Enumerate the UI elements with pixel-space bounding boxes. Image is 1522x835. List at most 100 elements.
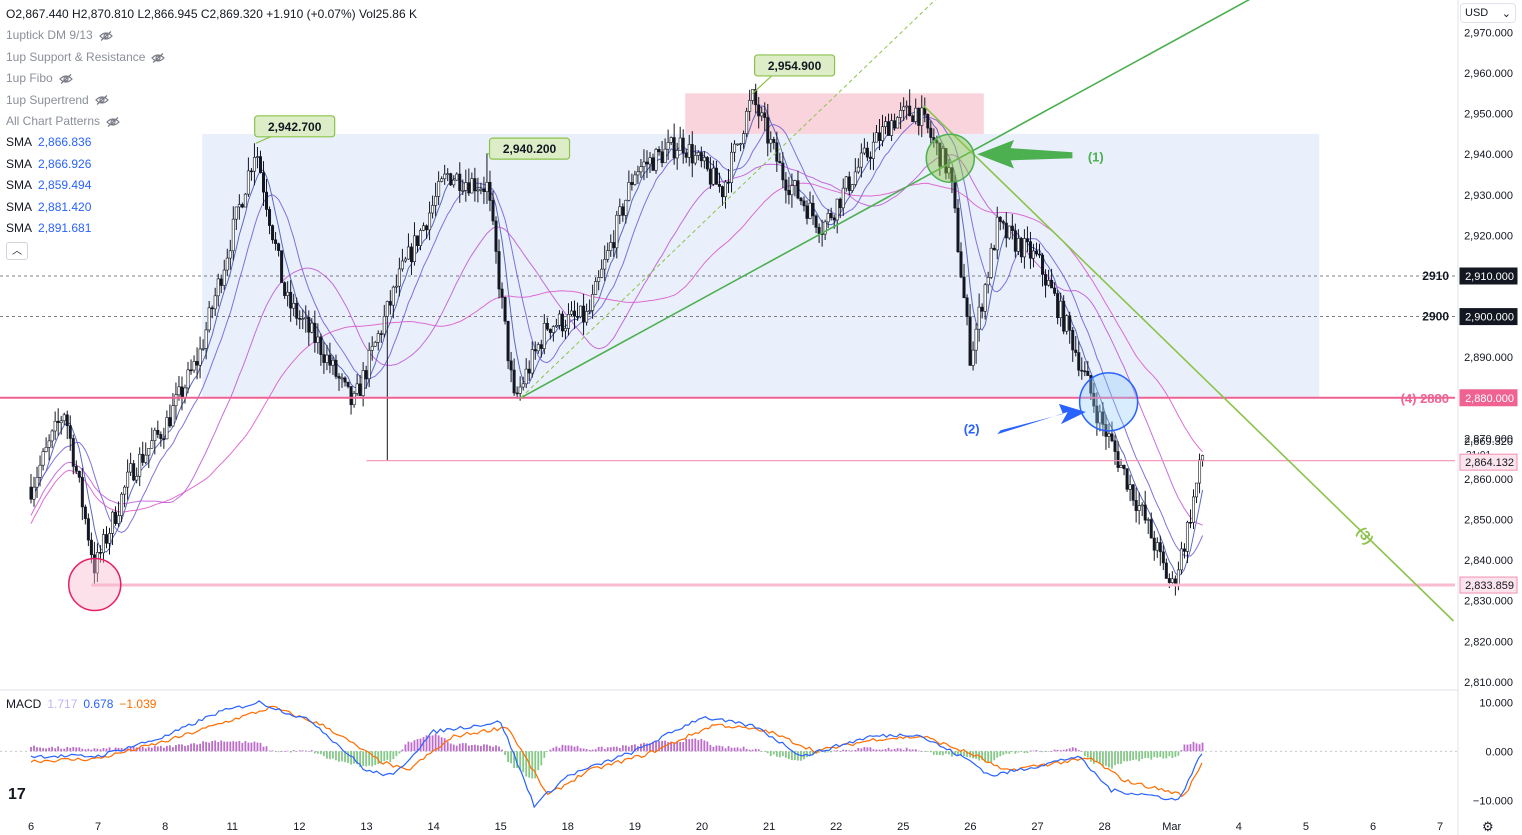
macd-histogram-bar: [184, 745, 186, 752]
macd-histogram-bar: [1147, 751, 1150, 758]
collapse-legend-button[interactable]: ︿: [6, 242, 28, 261]
sma-line-mid: [30, 116, 1204, 557]
candle-body: [50, 430, 54, 442]
macd-histogram-bar: [1177, 751, 1180, 756]
macd-histogram-bar: [1165, 751, 1168, 759]
indicator-row[interactable]: 1uptick DM 9/13: [6, 25, 417, 46]
macd-histogram-bar: [787, 751, 790, 760]
candle-body: [1098, 411, 1102, 424]
candle-body: [1001, 221, 1005, 224]
macd-histogram-bar: [1114, 751, 1116, 766]
candle-body: [262, 172, 266, 193]
tradingview-logo-icon[interactable]: 17: [8, 786, 26, 803]
candle-body: [579, 305, 583, 318]
macd-histogram-bar: [96, 748, 99, 752]
eye-off-icon[interactable]: [94, 95, 109, 106]
candle-body: [847, 176, 851, 191]
candle-body: [865, 147, 869, 158]
currency-select[interactable]: USD ⌄: [1460, 3, 1516, 23]
macd-histogram-bar: [446, 741, 449, 752]
candle-body: [62, 414, 66, 422]
macd-histogram-bar: [1023, 751, 1026, 754]
candle-body: [349, 386, 353, 406]
eye-off-icon[interactable]: [151, 52, 166, 63]
candle-body: [992, 247, 996, 251]
candle-body: [884, 121, 888, 128]
macd-histogram-bar: [274, 751, 277, 752]
eye-off-icon[interactable]: [106, 116, 120, 127]
macd-histogram-bar: [923, 751, 926, 752]
macd-histogram-bar: [600, 746, 603, 752]
macd-histogram-bar: [866, 747, 869, 752]
sma-row[interactable]: SMA 2,866.926: [6, 154, 417, 175]
macd-histogram-bar: [102, 748, 105, 752]
y-tick-label: 2,920.000: [1464, 230, 1513, 242]
sma-row[interactable]: SMA 2,891.681: [6, 218, 417, 239]
candle-body: [434, 196, 438, 206]
candle-body: [104, 534, 108, 544]
candle-body: [153, 429, 157, 442]
macd-histogram-bar: [797, 751, 799, 761]
macd-histogram-bar: [60, 748, 63, 752]
eye-off-icon[interactable]: [98, 31, 113, 42]
indicator-row[interactable]: 1up Fibo: [6, 68, 417, 89]
macd-histogram-bar: [791, 751, 793, 761]
candle-body: [271, 225, 275, 241]
macd-histogram-bar: [335, 751, 337, 761]
macd-histogram-bar: [769, 751, 772, 757]
macd-histogram-bar: [1102, 751, 1104, 767]
macd-histogram-bar: [612, 746, 615, 752]
sma-row[interactable]: SMA 2,866.836: [6, 132, 417, 153]
macd-histogram-bar: [899, 748, 902, 752]
indicator-row[interactable]: 1up Support & Resistance: [6, 47, 417, 68]
candle-body: [563, 328, 567, 332]
macd-histogram-bar: [969, 751, 971, 758]
candle-body: [325, 354, 329, 363]
macd-histogram-bar: [307, 751, 310, 752]
candle-body: [1089, 375, 1093, 394]
candle-body: [455, 173, 459, 181]
price-tag-label: 2,900.000: [1465, 312, 1514, 324]
indicator-row[interactable]: All Chart Patterns: [6, 111, 417, 132]
macd-histogram-bar: [39, 747, 41, 752]
candle-body: [141, 453, 145, 463]
x-tick-label: 22: [830, 821, 842, 833]
macd-histogram-bar: [585, 749, 588, 752]
macd-histogram-bar: [69, 747, 72, 752]
macd-histogram-bar: [1059, 750, 1062, 752]
macd-histogram-bar: [570, 745, 573, 752]
candle-body: [853, 171, 857, 185]
candle-body: [859, 152, 863, 168]
candle-body: [902, 106, 906, 111]
eye-off-icon[interactable]: [58, 73, 73, 84]
sma-value: 2,866.926: [38, 156, 92, 171]
candle-body: [283, 282, 287, 296]
sma-row[interactable]: SMA 2,859.494: [6, 175, 417, 196]
macd-histogram-bar: [440, 737, 443, 752]
macd-histogram-bar: [670, 741, 673, 752]
candle-body: [1041, 254, 1045, 275]
sma-row[interactable]: SMA 2,881.420: [6, 197, 417, 218]
candle-body: [1185, 521, 1189, 552]
gear-icon[interactable]: ⚙: [1482, 819, 1494, 834]
candle-body: [751, 89, 755, 101]
macd-histogram-bar: [507, 751, 509, 763]
macd-histogram-bar: [413, 740, 416, 752]
macd-histogram-bar: [827, 751, 830, 753]
macd-histogram-bar: [1111, 751, 1113, 769]
candle-body: [950, 167, 954, 182]
candle-body: [132, 463, 136, 481]
macd-histogram-bar: [132, 746, 135, 752]
indicator-row[interactable]: 1up Supertrend: [6, 90, 417, 111]
macd-histogram-bar: [120, 747, 123, 752]
macd-histogram-bar: [760, 751, 763, 752]
macd-histogram-bar: [1132, 751, 1135, 761]
indicator-label: 1uptick DM 9/13: [6, 28, 93, 43]
candle-body: [56, 420, 60, 424]
candle-body: [388, 301, 392, 306]
macd-histogram-bar: [618, 747, 621, 752]
candle-body: [609, 242, 613, 251]
macd-histogram-bar: [407, 741, 410, 752]
macd-histogram-bar: [1192, 741, 1195, 752]
